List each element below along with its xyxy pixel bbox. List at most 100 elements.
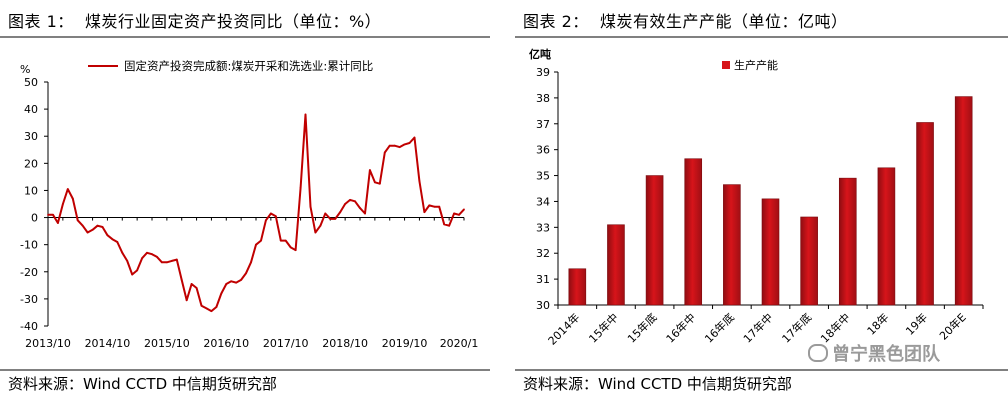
data-point — [235, 281, 238, 284]
wechat-icon — [808, 344, 828, 362]
data-point — [165, 261, 168, 264]
x-tick-label: 2015/10 — [144, 337, 190, 350]
data-point — [205, 307, 208, 310]
data-point — [185, 299, 188, 302]
data-point — [156, 255, 158, 258]
data-point — [344, 203, 347, 205]
y-tick-label: 31 — [536, 273, 550, 286]
data-point — [96, 224, 99, 227]
y-tick-label: -30 — [20, 293, 38, 306]
data-point — [200, 304, 203, 307]
data-point — [309, 205, 312, 208]
x-tick-label: 15年底 — [624, 310, 659, 345]
top-rule — [515, 36, 1008, 38]
data-point — [458, 213, 460, 216]
data-point — [121, 251, 124, 254]
data-point — [61, 203, 64, 205]
bottom-rule — [515, 369, 1008, 371]
y-tick-label: 35 — [536, 170, 550, 183]
data-point — [438, 205, 441, 208]
legend-label: 生产产能 — [734, 58, 778, 72]
y-tick-label: 0 — [31, 212, 38, 225]
data-point — [364, 212, 366, 215]
y-tick-label: 39 — [536, 66, 550, 79]
y-axis-unit: 亿吨 — [529, 47, 551, 61]
data-point — [299, 186, 302, 189]
data-point — [448, 224, 451, 227]
y-tick-label: 50 — [24, 76, 38, 89]
x-tick-label: 18年 — [864, 310, 892, 338]
data-point — [289, 246, 292, 249]
data-point — [190, 283, 193, 285]
data-point — [106, 234, 109, 237]
data-point — [443, 223, 446, 226]
bar — [954, 96, 973, 306]
data-point — [433, 205, 436, 208]
y-tick-label: -20 — [20, 266, 38, 279]
bar — [607, 224, 625, 306]
data-point — [151, 253, 153, 256]
bar — [877, 167, 896, 306]
y-tick-label: 30 — [536, 299, 550, 312]
legend-label: 固定资产投资完成额:煤炭开采和洗选业:累计同比 — [124, 59, 373, 73]
data-point — [349, 199, 351, 201]
x-tick-label: 2020/1 — [440, 337, 479, 350]
data-point — [284, 239, 287, 242]
y-axis-unit: % — [20, 63, 30, 76]
watermark: 曾宁黑色团队 — [808, 340, 940, 366]
data-point — [81, 224, 84, 227]
chart-1-source: 资料来源：Wind CCTD 中信期货研究部 — [8, 375, 277, 393]
data-point — [383, 151, 386, 154]
bar — [800, 216, 818, 306]
data-point — [373, 181, 376, 184]
data-point — [245, 272, 247, 275]
data-point — [418, 180, 421, 182]
x-tick-label: 16年中 — [663, 310, 698, 345]
data-point — [146, 251, 148, 254]
data-point — [428, 204, 431, 207]
data-point — [334, 218, 337, 220]
data-point — [141, 257, 143, 260]
bar — [645, 175, 664, 306]
data-point — [131, 273, 134, 276]
y-tick-label: -10 — [20, 239, 38, 252]
bottom-rule — [0, 369, 490, 371]
data-point — [175, 258, 178, 261]
bar — [761, 198, 780, 306]
left-chart-panel: 图表 1： 煤炭行业固定资产投资同比（单位：%） -40 -30 -20 -10 0 10… — [0, 0, 490, 401]
data-point — [423, 211, 426, 214]
x-tick-label: 17年中 — [740, 310, 775, 345]
y-tick-label: 38 — [536, 92, 550, 105]
y-tick-label: 36 — [536, 144, 550, 157]
y-tick-label: -40 — [20, 320, 38, 333]
x-tick-label: 2013/10 — [25, 337, 71, 350]
data-point — [393, 144, 396, 147]
right-chart-panel: 图表 2： 煤炭有效生产产能（单位：亿吨） 30 31 32 33 34 35 36 37 38… — [515, 0, 1008, 401]
data-point — [220, 292, 223, 295]
top-rule — [0, 36, 490, 38]
data-point — [260, 239, 262, 242]
data-point — [101, 226, 104, 228]
data-point — [453, 212, 455, 215]
chart-1-title: 图表 1： 煤炭行业固定资产投资同比（单位：%） — [8, 12, 382, 31]
x-tick-label: 2017/10 — [263, 337, 309, 350]
data-point — [319, 224, 322, 227]
y-tick-label: 30 — [24, 130, 38, 143]
data-point — [269, 212, 272, 215]
data-point — [339, 211, 342, 214]
data-point — [66, 188, 69, 190]
data-point — [463, 208, 465, 211]
data-point — [265, 219, 267, 222]
y-tick-label: 10 — [24, 184, 38, 197]
series-line — [48, 113, 465, 313]
data-point — [304, 113, 307, 116]
data-point — [126, 260, 129, 262]
data-point — [369, 169, 371, 172]
data-point — [111, 238, 114, 241]
data-point — [294, 249, 297, 251]
data-point — [180, 279, 183, 281]
data-point — [314, 231, 317, 234]
x-tick-label: 2018/10 — [322, 337, 368, 350]
data-point — [52, 213, 54, 216]
x-tick-label: 2014年 — [545, 310, 582, 347]
